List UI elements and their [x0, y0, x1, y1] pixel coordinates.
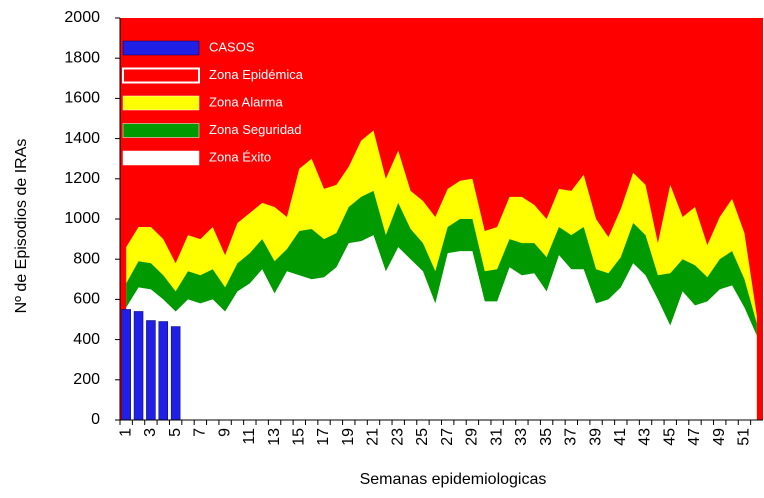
x-tick-label: 37: [563, 428, 580, 446]
x-tick-label: 17: [315, 428, 332, 446]
bar: [158, 321, 169, 421]
y-tick-label: 1200: [64, 170, 100, 187]
x-tick-label: 15: [291, 428, 308, 446]
legend-swatch: [122, 40, 200, 56]
x-axis-label: Semanas epidemiologicas: [360, 471, 547, 488]
bar: [146, 320, 156, 421]
x-tick-label: 11: [241, 428, 258, 445]
y-tick-label: 1000: [64, 210, 100, 227]
x-tick-label: 27: [439, 428, 456, 446]
legend-swatch: [122, 95, 200, 111]
bar: [133, 311, 144, 421]
x-tick-label: 7: [192, 428, 209, 437]
y-tick-label: 400: [73, 331, 100, 348]
x-tick-label: 51: [736, 428, 753, 446]
y-axis-label: Nº de Episodios de IRAs: [13, 139, 30, 314]
x-tick-label: 9: [216, 428, 233, 437]
x-tick-label: 45: [661, 428, 678, 446]
y-tick-label: 0: [91, 411, 100, 428]
y-tick-label: 1400: [64, 130, 100, 147]
x-tick-label: 23: [389, 428, 406, 446]
x-tick-label: 21: [365, 428, 382, 446]
y-tick-label: 800: [73, 250, 100, 267]
legend-swatch: [122, 150, 200, 166]
x-tick-label: 33: [513, 428, 530, 446]
bar: [170, 326, 181, 421]
y-tick-label: 2000: [64, 9, 100, 26]
legend-label: Zona Seguridad: [209, 122, 302, 137]
legend-label: CASOS: [209, 39, 255, 54]
y-tick-label: 1800: [64, 49, 100, 66]
zone-area: [126, 235, 757, 420]
x-tick-label: 31: [488, 428, 505, 446]
legend-label: Zona Éxito: [209, 149, 271, 164]
y-tick-label: 600: [73, 291, 100, 308]
x-tick-label: 3: [142, 428, 159, 437]
x-tick-label: 25: [414, 428, 431, 446]
legend-swatch: [122, 123, 200, 138]
x-tick-label: 35: [538, 428, 555, 446]
legend-label: Zona Epidémica: [209, 67, 304, 82]
legend-swatch: [122, 67, 200, 84]
y-tick-label: 200: [73, 371, 100, 388]
x-tick-label: 41: [612, 428, 629, 446]
legend-label: Zona Alarma: [209, 94, 283, 109]
x-tick-label: 47: [686, 428, 703, 446]
bar: [121, 309, 131, 421]
x-tick-label: 5: [167, 428, 184, 437]
x-tick-label: 19: [340, 428, 357, 446]
x-tick-label: 49: [711, 428, 728, 446]
y-tick-label: 1600: [64, 90, 100, 107]
x-tick-label: 43: [637, 428, 654, 446]
x-tick-label: 1: [117, 428, 134, 437]
x-tick-label: 13: [266, 428, 283, 446]
x-tick-label: 29: [464, 428, 481, 446]
x-tick-label: 39: [587, 428, 604, 446]
